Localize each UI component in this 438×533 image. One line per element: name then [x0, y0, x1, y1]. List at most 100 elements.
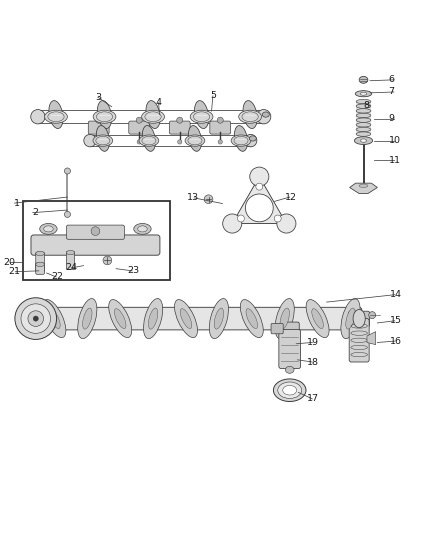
Ellipse shape [109, 300, 132, 337]
Text: 11: 11 [389, 156, 401, 165]
Ellipse shape [356, 123, 371, 127]
Circle shape [218, 140, 223, 144]
Ellipse shape [190, 110, 213, 123]
Text: 13: 13 [187, 193, 199, 203]
Ellipse shape [356, 132, 371, 136]
Ellipse shape [249, 136, 256, 141]
FancyBboxPatch shape [349, 319, 369, 362]
Ellipse shape [45, 110, 67, 123]
Ellipse shape [355, 91, 372, 97]
Text: 9: 9 [389, 115, 395, 124]
Circle shape [223, 214, 242, 233]
Bar [23, 201, 170, 279]
Ellipse shape [144, 298, 162, 338]
Ellipse shape [214, 308, 224, 329]
Ellipse shape [114, 309, 126, 328]
Ellipse shape [49, 101, 63, 128]
Text: 17: 17 [307, 394, 319, 403]
Circle shape [103, 256, 112, 265]
Ellipse shape [359, 184, 368, 188]
FancyBboxPatch shape [271, 324, 283, 334]
Text: 21: 21 [9, 267, 21, 276]
Ellipse shape [306, 300, 329, 337]
Circle shape [250, 167, 269, 186]
Text: 3: 3 [95, 93, 101, 102]
Ellipse shape [139, 135, 159, 146]
Circle shape [28, 311, 43, 326]
Circle shape [245, 194, 273, 222]
Text: 22: 22 [51, 272, 63, 281]
Ellipse shape [134, 223, 151, 235]
FancyBboxPatch shape [36, 252, 44, 272]
Ellipse shape [275, 298, 294, 338]
Ellipse shape [360, 92, 367, 95]
Ellipse shape [273, 379, 306, 401]
Circle shape [15, 298, 57, 340]
Ellipse shape [36, 251, 44, 256]
Ellipse shape [93, 135, 113, 146]
Ellipse shape [231, 135, 251, 146]
Ellipse shape [180, 309, 192, 328]
Circle shape [33, 316, 39, 321]
Ellipse shape [49, 309, 60, 328]
Circle shape [64, 212, 71, 217]
Polygon shape [350, 183, 378, 193]
Ellipse shape [278, 382, 302, 399]
Ellipse shape [188, 126, 201, 151]
Ellipse shape [36, 262, 44, 266]
Ellipse shape [360, 139, 367, 142]
Ellipse shape [353, 310, 365, 328]
Ellipse shape [78, 298, 97, 338]
Ellipse shape [141, 110, 164, 123]
Ellipse shape [262, 112, 269, 117]
Ellipse shape [312, 309, 323, 328]
Circle shape [136, 117, 142, 123]
Circle shape [237, 215, 244, 222]
Text: 1: 1 [14, 199, 20, 208]
FancyBboxPatch shape [37, 308, 362, 330]
Circle shape [217, 117, 223, 123]
Ellipse shape [194, 101, 208, 128]
Ellipse shape [286, 366, 294, 373]
Ellipse shape [346, 308, 355, 329]
Ellipse shape [359, 76, 368, 83]
Ellipse shape [84, 134, 96, 147]
FancyBboxPatch shape [31, 235, 160, 255]
Ellipse shape [83, 308, 92, 329]
Text: 24: 24 [65, 263, 77, 272]
Ellipse shape [356, 109, 371, 113]
Ellipse shape [240, 300, 263, 337]
Ellipse shape [40, 223, 57, 235]
Ellipse shape [31, 110, 45, 124]
FancyBboxPatch shape [210, 121, 231, 134]
Ellipse shape [239, 110, 261, 123]
Ellipse shape [354, 136, 373, 144]
Text: 16: 16 [389, 337, 402, 346]
Text: 12: 12 [285, 192, 297, 201]
Ellipse shape [356, 99, 371, 104]
Circle shape [137, 140, 141, 144]
Text: 23: 23 [127, 266, 139, 276]
Text: 8: 8 [364, 101, 370, 110]
Text: 7: 7 [389, 87, 395, 96]
Ellipse shape [93, 110, 116, 123]
Text: 15: 15 [389, 316, 402, 325]
Circle shape [256, 183, 263, 190]
FancyBboxPatch shape [349, 311, 370, 327]
Ellipse shape [148, 308, 158, 329]
Ellipse shape [356, 127, 371, 132]
Circle shape [204, 195, 213, 204]
Ellipse shape [280, 308, 290, 329]
Text: 20: 20 [4, 257, 15, 266]
Ellipse shape [243, 101, 257, 128]
Text: 4: 4 [155, 98, 162, 107]
Text: 18: 18 [307, 358, 319, 367]
FancyBboxPatch shape [279, 329, 300, 368]
Ellipse shape [97, 101, 112, 128]
Circle shape [91, 227, 100, 236]
Ellipse shape [234, 126, 247, 151]
Circle shape [21, 304, 50, 333]
Circle shape [95, 117, 102, 123]
Ellipse shape [356, 118, 371, 122]
Ellipse shape [142, 126, 155, 151]
